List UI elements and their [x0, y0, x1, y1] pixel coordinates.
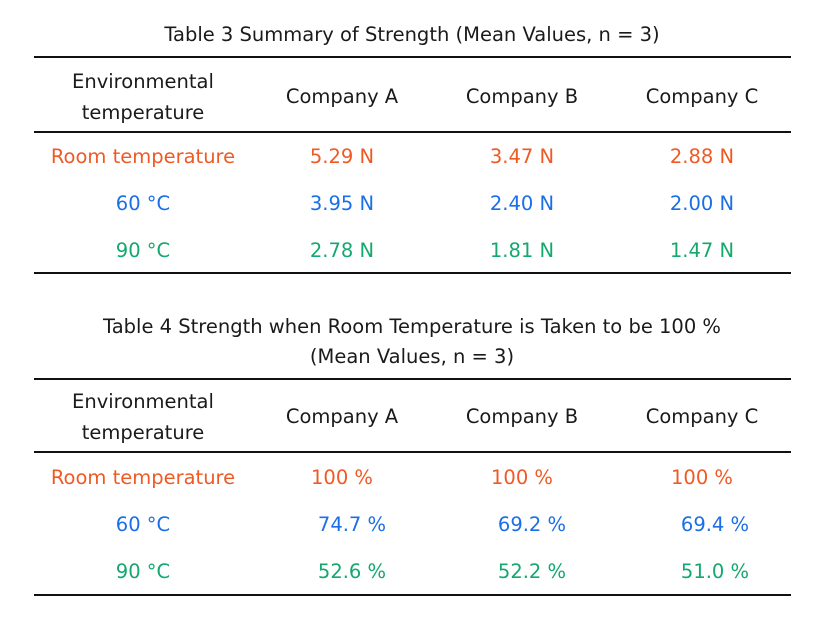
table3-row-90-company-c: 1.47 N: [669, 239, 735, 262]
table4-row-60-company-b: 69.2 %: [497, 513, 567, 536]
table4-row-room-company-a: 100 %: [311, 466, 373, 489]
table4-row-90-company-c: 51.0 %: [680, 560, 750, 583]
table3-header-env-line1: Environmental: [72, 70, 214, 93]
table4-row-room-label: Room temperature: [50, 466, 236, 489]
table3-row-90-company-b: 1.81 N: [489, 239, 555, 262]
table3-row-60-label: 60 °C: [115, 192, 171, 215]
table3-header-company-c: Company C: [645, 85, 759, 108]
table3-row-60-company-a: 3.95 N: [309, 192, 375, 215]
table3-row-room-company-b: 3.47 N: [489, 145, 555, 168]
table4-header-company-b: Company B: [465, 405, 579, 428]
table4-row-room-company-b: 100 %: [491, 466, 553, 489]
table3-caption: Table 3 Summary of Strength (Mean Values…: [164, 23, 660, 46]
table3-header-rule: [34, 131, 791, 133]
table3-header-env: Environmental temperature: [34, 66, 252, 128]
table4-header-env-line1: Environmental: [72, 390, 214, 413]
table3-row-room-label: Room temperature: [50, 145, 236, 168]
table3-row-60-company-c: 2.00 N: [669, 192, 735, 215]
table3-header-company-a: Company A: [285, 85, 399, 108]
table3-header-company-b: Company B: [465, 85, 579, 108]
table4-row-60-label: 60 °C: [115, 513, 171, 536]
table4-caption-line2: (Mean Values, n = 3): [309, 345, 515, 368]
table3-row-90-label: 90 °C: [115, 239, 171, 262]
table3-row-room-company-a: 5.29 N: [309, 145, 375, 168]
table4-row-room-company-c: 100 %: [671, 466, 733, 489]
table4-bottom-rule: [34, 594, 791, 596]
table4-row-60-company-a: 74.7 %: [317, 513, 387, 536]
table3-row-60-company-b: 2.40 N: [489, 192, 555, 215]
table3-header-env-line2: temperature: [81, 101, 205, 124]
table3-bottom-rule: [34, 272, 791, 274]
table4-caption-line1: Table 4 Strength when Room Temperature i…: [103, 315, 721, 338]
table4-row-90-company-a: 52.6 %: [317, 560, 387, 583]
table3-row-room-company-c: 2.88 N: [669, 145, 735, 168]
table4-header-rule: [34, 451, 791, 453]
table4-row-90-label: 90 °C: [115, 560, 171, 583]
table4-header-env: Environmental temperature: [34, 386, 252, 448]
table4-row-90-company-b: 52.2 %: [497, 560, 567, 583]
table4-header-company-a: Company A: [285, 405, 399, 428]
table3-row-90-company-a: 2.78 N: [309, 239, 375, 262]
table4-row-60-company-c: 69.4 %: [680, 513, 750, 536]
table4-header-env-line2: temperature: [81, 421, 205, 444]
table3-top-rule: [34, 56, 791, 58]
table4-top-rule: [34, 378, 791, 380]
table4-header-company-c: Company C: [645, 405, 759, 428]
